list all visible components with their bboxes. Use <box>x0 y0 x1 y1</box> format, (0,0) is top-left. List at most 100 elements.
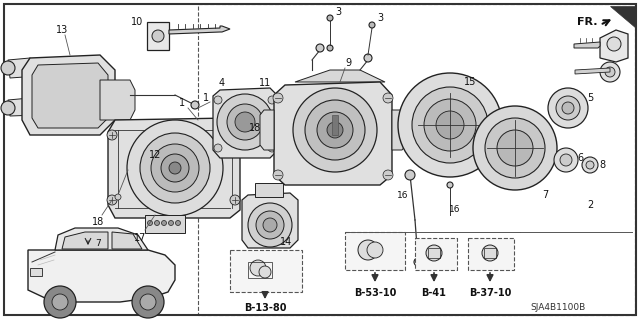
Circle shape <box>412 87 488 163</box>
Circle shape <box>214 96 222 104</box>
Text: 18: 18 <box>249 123 261 133</box>
Text: B-37-10: B-37-10 <box>469 288 511 298</box>
Text: 1: 1 <box>179 98 185 108</box>
Circle shape <box>235 112 255 132</box>
Polygon shape <box>55 228 148 250</box>
Circle shape <box>151 144 199 192</box>
Circle shape <box>485 118 545 178</box>
Text: 7: 7 <box>542 190 548 200</box>
Circle shape <box>414 258 422 266</box>
Circle shape <box>52 294 68 310</box>
Circle shape <box>473 106 557 190</box>
Circle shape <box>562 102 574 114</box>
Text: 3: 3 <box>377 13 383 23</box>
Circle shape <box>582 157 598 173</box>
Circle shape <box>250 260 266 276</box>
Circle shape <box>268 144 276 152</box>
Circle shape <box>214 144 222 152</box>
Circle shape <box>586 161 594 169</box>
Text: 9: 9 <box>345 58 351 68</box>
Circle shape <box>383 170 393 180</box>
Text: 15: 15 <box>464 77 476 87</box>
Text: 12: 12 <box>149 150 161 160</box>
Text: B-41: B-41 <box>422 288 447 298</box>
Polygon shape <box>112 232 142 249</box>
Circle shape <box>175 220 180 226</box>
Polygon shape <box>575 68 610 74</box>
Circle shape <box>383 93 393 103</box>
Text: 14: 14 <box>280 237 292 247</box>
Polygon shape <box>600 30 628 62</box>
Circle shape <box>398 73 502 177</box>
Text: 2: 2 <box>587 200 593 210</box>
Circle shape <box>1 101 15 115</box>
Circle shape <box>127 120 223 216</box>
Circle shape <box>426 245 442 261</box>
Circle shape <box>140 294 156 310</box>
Text: 1: 1 <box>203 93 209 103</box>
Polygon shape <box>213 88 278 158</box>
Circle shape <box>327 45 333 51</box>
Bar <box>145 215 185 233</box>
Circle shape <box>482 245 498 261</box>
Circle shape <box>147 220 152 226</box>
Circle shape <box>369 22 375 28</box>
Circle shape <box>230 130 240 140</box>
Circle shape <box>161 154 189 182</box>
Circle shape <box>316 44 324 52</box>
Circle shape <box>405 170 415 180</box>
Circle shape <box>560 154 572 166</box>
Circle shape <box>364 54 372 62</box>
Text: 8: 8 <box>599 160 605 170</box>
Circle shape <box>217 94 273 150</box>
Polygon shape <box>108 118 240 218</box>
Circle shape <box>600 62 620 82</box>
Polygon shape <box>100 80 135 120</box>
Polygon shape <box>610 6 636 28</box>
Circle shape <box>497 130 533 166</box>
Bar <box>484 248 496 258</box>
Circle shape <box>248 203 292 247</box>
Circle shape <box>191 101 199 109</box>
Polygon shape <box>22 55 115 135</box>
Circle shape <box>317 112 353 148</box>
Circle shape <box>327 122 343 138</box>
Circle shape <box>132 286 164 318</box>
Circle shape <box>554 148 578 172</box>
Polygon shape <box>62 232 108 249</box>
Polygon shape <box>295 70 385 82</box>
Circle shape <box>358 240 378 260</box>
Circle shape <box>256 211 284 239</box>
Circle shape <box>556 96 580 120</box>
Polygon shape <box>392 110 406 150</box>
Circle shape <box>107 130 117 140</box>
Circle shape <box>168 220 173 226</box>
Text: 18: 18 <box>92 217 104 227</box>
Text: 17: 17 <box>134 233 146 243</box>
Text: 16: 16 <box>449 205 461 214</box>
Circle shape <box>293 88 377 172</box>
Polygon shape <box>8 58 40 78</box>
Circle shape <box>154 220 159 226</box>
Text: 10: 10 <box>131 17 143 27</box>
Circle shape <box>268 96 276 104</box>
Circle shape <box>548 88 588 128</box>
Circle shape <box>605 67 615 77</box>
Circle shape <box>607 37 621 51</box>
Text: 16: 16 <box>397 190 409 199</box>
Circle shape <box>161 220 166 226</box>
Polygon shape <box>32 63 108 128</box>
Bar <box>198 4 635 315</box>
Text: 4: 4 <box>219 78 225 88</box>
Circle shape <box>1 61 15 75</box>
Bar <box>30 268 42 276</box>
Bar <box>230 250 302 292</box>
Circle shape <box>107 195 117 205</box>
Circle shape <box>424 99 476 151</box>
Text: FR.: FR. <box>577 17 598 27</box>
Circle shape <box>259 266 271 278</box>
Circle shape <box>273 170 283 180</box>
Circle shape <box>230 195 240 205</box>
Polygon shape <box>28 250 175 302</box>
Circle shape <box>273 93 283 103</box>
